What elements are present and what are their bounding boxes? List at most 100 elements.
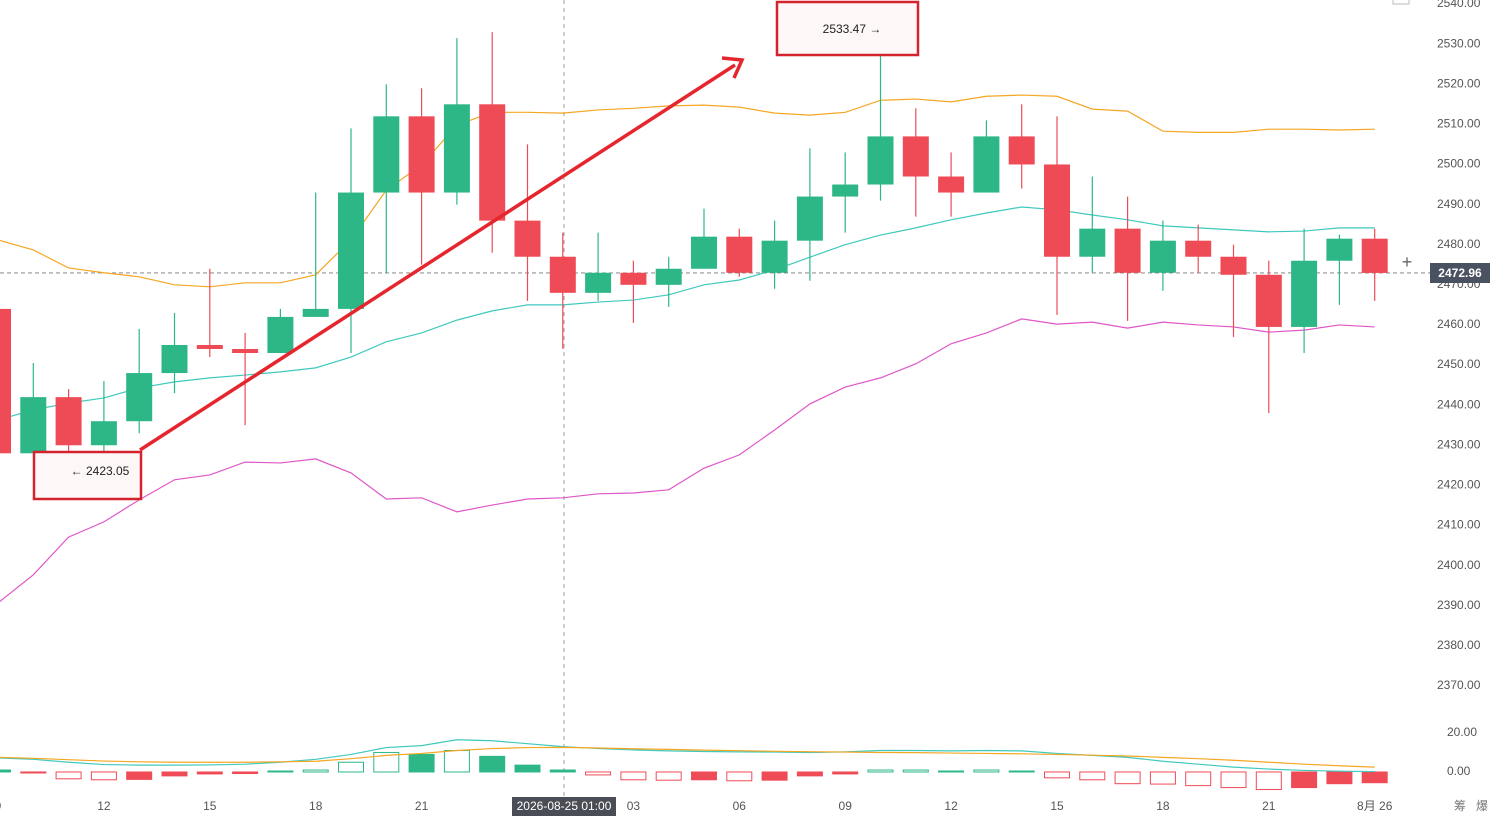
macd-line xyxy=(0,746,1375,768)
x-tick-label: 12 xyxy=(97,799,111,813)
macd-bar xyxy=(408,753,435,773)
candle-body xyxy=(655,268,682,285)
crosshair-label-box xyxy=(512,797,616,816)
y-tick-label: 2380.00 xyxy=(1437,638,1481,652)
y-tick-label: 2440.00 xyxy=(1437,397,1481,411)
x-tick-label: 12 xyxy=(944,799,958,813)
x-tick-label: 03 xyxy=(627,799,641,813)
candle-body xyxy=(1220,256,1247,275)
candle-body xyxy=(1044,164,1070,257)
y-tick-label: 2450.00 xyxy=(1437,357,1481,371)
y-tick-label: 2530.00 xyxy=(1437,36,1481,50)
candle-body xyxy=(549,256,576,293)
candle-body xyxy=(302,308,329,317)
macd-bar xyxy=(302,769,329,773)
macd-bar xyxy=(232,771,259,775)
y-tick-label: 2500.00 xyxy=(1437,157,1481,171)
candle-body xyxy=(1291,260,1318,327)
y-tick-label: 2370.00 xyxy=(1437,678,1481,692)
low-annotation: ← 2423.05 xyxy=(71,464,130,478)
macd-bar xyxy=(196,771,223,775)
macd-bar xyxy=(1008,770,1035,773)
macd-bar xyxy=(479,755,506,773)
high-annotation-box xyxy=(775,0,920,57)
y-tick-label: 2400.00 xyxy=(1437,558,1481,572)
x-tick-label: 15 xyxy=(203,799,217,813)
x-tick-label: 9 xyxy=(0,799,2,813)
band-line xyxy=(0,318,1375,603)
macd-bar xyxy=(126,771,153,780)
macd-bar xyxy=(0,769,11,773)
macd-bar xyxy=(514,764,541,773)
macd-bar xyxy=(338,761,364,773)
macd-bar xyxy=(726,771,753,782)
macd-bar xyxy=(1220,771,1247,789)
candle-body xyxy=(90,421,117,446)
candle-body xyxy=(620,272,647,285)
candle-body xyxy=(938,176,965,193)
last-price-label: 2472.96 xyxy=(1438,266,1482,280)
x-tick-label: 06 xyxy=(733,799,747,813)
macd-bar xyxy=(267,770,294,773)
macd-bar xyxy=(691,771,717,781)
macd-line xyxy=(0,739,1375,773)
candle-body xyxy=(585,272,612,293)
low-annotation-box xyxy=(32,450,143,501)
crosshair-plus[interactable]: + xyxy=(1402,252,1413,272)
candle-body xyxy=(973,136,1000,193)
macd-bar xyxy=(1255,771,1282,791)
y-tick-label: 2410.00 xyxy=(1437,518,1481,532)
macd-bar xyxy=(938,770,965,773)
candle-body xyxy=(832,184,859,197)
macd-bar xyxy=(1326,771,1353,785)
x-tick-label: 21 xyxy=(1262,799,1276,813)
candle-body xyxy=(514,220,541,257)
macd-bar xyxy=(1361,771,1388,784)
candle-body xyxy=(338,192,364,309)
macd-bar xyxy=(796,771,823,777)
candle-body xyxy=(1079,228,1106,257)
toolbar-item[interactable]: 筹 xyxy=(1454,799,1466,813)
toolbar-item[interactable]: 爆 xyxy=(1476,799,1488,813)
macd-bar xyxy=(867,769,894,773)
high-annotation: 2533.47 → xyxy=(823,22,882,36)
macd-bar xyxy=(20,771,47,774)
band-line xyxy=(0,94,1375,288)
y-tick-label: 2520.00 xyxy=(1437,76,1481,90)
last-price-box xyxy=(1430,263,1490,283)
macd-bar xyxy=(55,771,82,780)
macd-bar xyxy=(549,769,576,773)
x-tick-label: 09 xyxy=(839,799,853,813)
macd-bar xyxy=(1291,771,1318,789)
band-line xyxy=(0,206,1375,421)
trend-arrow xyxy=(139,63,736,452)
candle-body xyxy=(443,104,470,193)
y-tick-label: 2510.00 xyxy=(1437,117,1481,131)
macd-bar xyxy=(585,771,612,776)
candle-body xyxy=(161,344,188,374)
x-tick-label: 15 xyxy=(1050,799,1064,813)
candle-body xyxy=(1149,240,1176,273)
corner-icon[interactable] xyxy=(1392,0,1410,5)
macd-bar xyxy=(832,771,859,775)
candle-body xyxy=(761,240,788,273)
candle-body xyxy=(1326,238,1353,261)
candle-body xyxy=(479,104,506,221)
macd-bar xyxy=(373,751,400,773)
candle-body xyxy=(1185,240,1212,257)
macd-bar xyxy=(1079,771,1106,781)
macd-bar xyxy=(1114,771,1141,785)
x-tick-label: 8月 26 xyxy=(1357,799,1393,813)
macd-bar xyxy=(902,769,929,773)
crosshair-label: 2026-08-25 01:00 xyxy=(517,799,612,813)
macd-bar xyxy=(1044,771,1070,779)
y-tick-label: 2390.00 xyxy=(1437,598,1481,612)
macd-bar xyxy=(443,750,470,773)
macd-bar xyxy=(1149,771,1176,785)
trend-arrowhead xyxy=(721,56,745,79)
candle-body xyxy=(0,308,11,454)
y-tick-label: 2430.00 xyxy=(1437,437,1481,451)
y-tick-label: 2480.00 xyxy=(1437,237,1481,251)
macd-bar xyxy=(620,771,647,781)
